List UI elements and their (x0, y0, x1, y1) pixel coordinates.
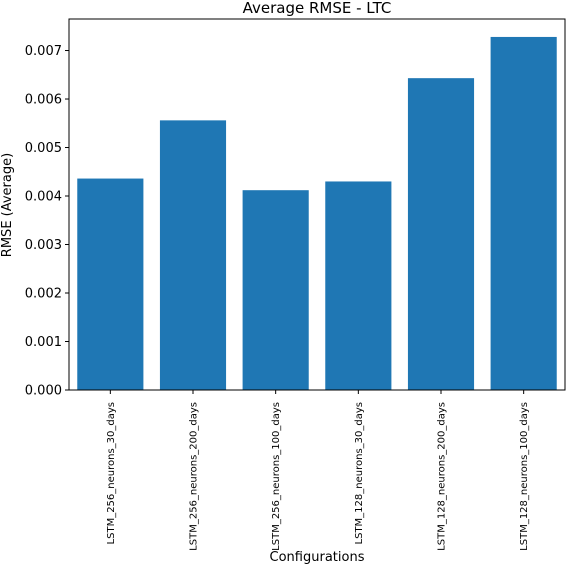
x-tick-label: LSTM_128_neurons_30_days (354, 402, 365, 544)
chart-title: Average RMSE - LTC (243, 0, 392, 17)
bar-2 (159, 120, 227, 391)
x-tick-label: LSTM_128_neurons_100_days (519, 402, 530, 551)
plot-area: 0.000 0.001 0.002 0.003 0.004 0.005 0.006 0.007… (25, 36, 557, 551)
y-tick-label: 0.004 (25, 190, 62, 205)
y-tick-label: 0.000 (25, 384, 62, 399)
y-tick-label: 0.002 (25, 287, 62, 302)
bar-3 (242, 190, 309, 390)
y-tick-label: 0.005 (25, 141, 62, 156)
bar-1 (77, 178, 144, 390)
x-tick-label: LSTM_256_neurons_200_days (189, 402, 200, 551)
y-tick-label: 0.003 (25, 238, 62, 253)
bar-5 (407, 78, 475, 390)
x-tick-label: LSTM_128_neurons_200_days (437, 402, 448, 551)
bar-6 (490, 36, 557, 391)
x-tick-label: LSTM_256_neurons_100_days (271, 402, 282, 551)
plot-frame (68, 18, 566, 391)
y-tick-label: 0.001 (25, 335, 62, 350)
bar-4 (325, 181, 392, 390)
x-axis-label: Configurations (270, 550, 365, 564)
x-tick-label: LSTM_256_neurons_30_days (106, 402, 117, 544)
y-tick-label: 0.007 (25, 44, 62, 59)
y-axis-label: RMSE (Average) (0, 153, 15, 257)
y-tick-label: 0.006 (25, 93, 62, 108)
